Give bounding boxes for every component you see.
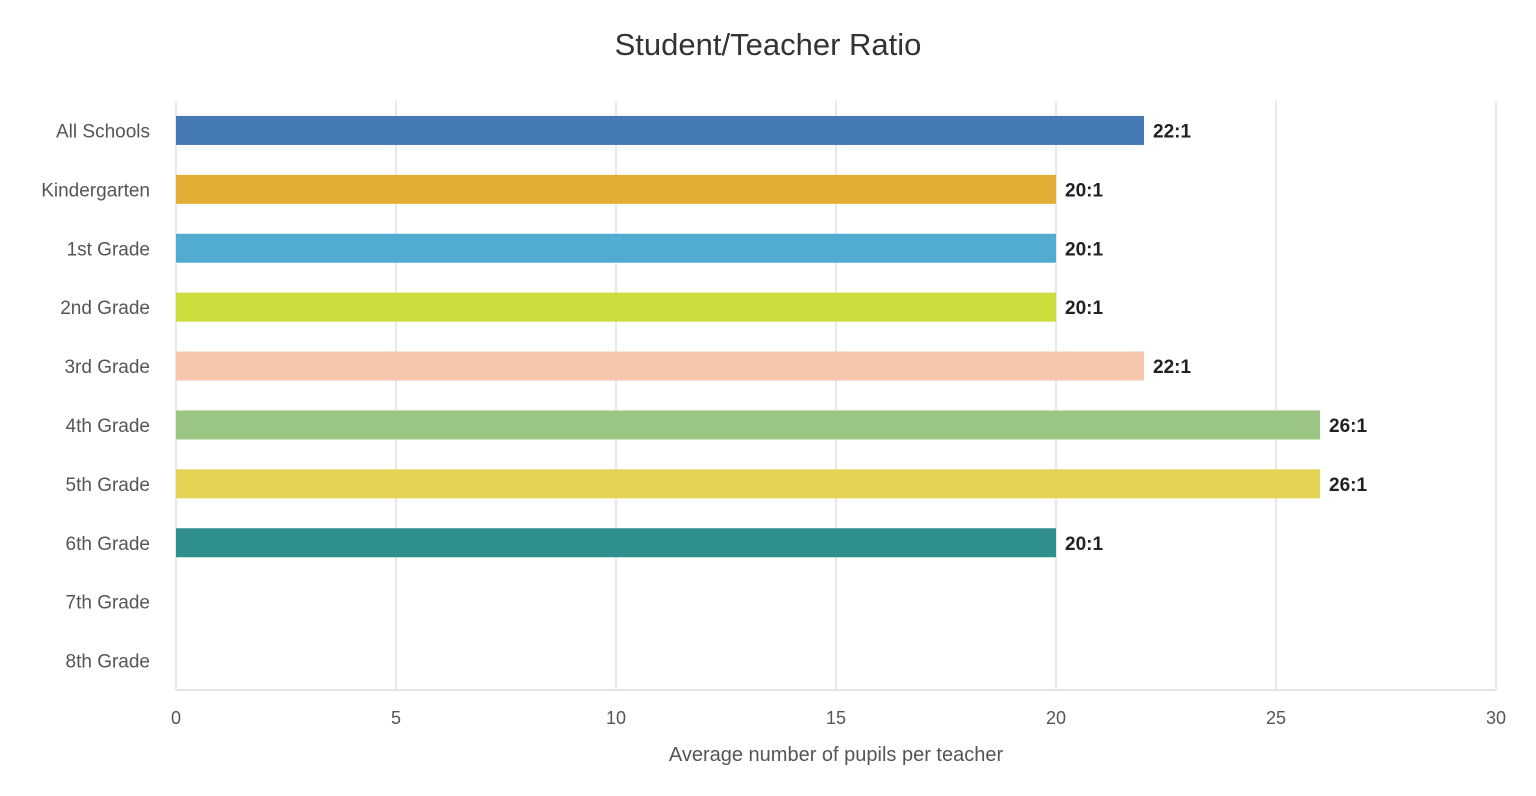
bar [176, 469, 1320, 499]
category-label: 3rd Grade [64, 357, 150, 378]
category-label: 5th Grade [66, 475, 151, 496]
x-tick-label: 15 [826, 708, 846, 728]
bars [176, 115, 1320, 558]
x-tick-label: 30 [1486, 708, 1506, 728]
x-tick-label: 5 [391, 708, 401, 728]
x-tick-label: 10 [606, 708, 626, 728]
data-label: 22:1 [1153, 121, 1191, 142]
data-label: 22:1 [1153, 357, 1191, 378]
data-labels: 22:1 20:1 20:1 20:1 22:1 26:1 26:1 20:1 [1065, 121, 1367, 554]
category-label: 4th Grade [66, 416, 151, 437]
data-label: 26:1 [1329, 416, 1367, 437]
category-label: All Schools [56, 121, 150, 142]
data-label: 20:1 [1065, 180, 1103, 201]
bar [176, 233, 1056, 263]
category-label: 8th Grade [66, 652, 151, 673]
data-label: 20:1 [1065, 534, 1103, 555]
data-label: 20:1 [1065, 298, 1103, 319]
bar [176, 410, 1320, 440]
category-label: 7th Grade [66, 593, 151, 614]
x-tick-label: 20 [1046, 708, 1066, 728]
bar [176, 115, 1144, 145]
x-tick-label: 0 [171, 708, 181, 728]
bar [176, 292, 1056, 322]
category-label: 6th Grade [66, 534, 151, 555]
bar [176, 351, 1144, 381]
category-labels: All Schools Kindergarten 1st Grade 2nd Grad… [41, 121, 150, 672]
data-label: 20:1 [1065, 239, 1103, 260]
category-label: Kindergarten [41, 180, 150, 201]
x-tick-labels: 0 5 10 15 20 25 30 [171, 708, 1506, 728]
chart-title: Student/Teacher Ratio [615, 27, 922, 62]
x-tick-label: 25 [1266, 708, 1286, 728]
x-axis-label: Average number of pupils per teacher [669, 744, 1004, 766]
category-label: 1st Grade [67, 239, 150, 260]
data-label: 26:1 [1329, 475, 1367, 496]
bar [176, 174, 1056, 204]
category-label: 2nd Grade [60, 298, 150, 319]
bar [176, 528, 1056, 558]
